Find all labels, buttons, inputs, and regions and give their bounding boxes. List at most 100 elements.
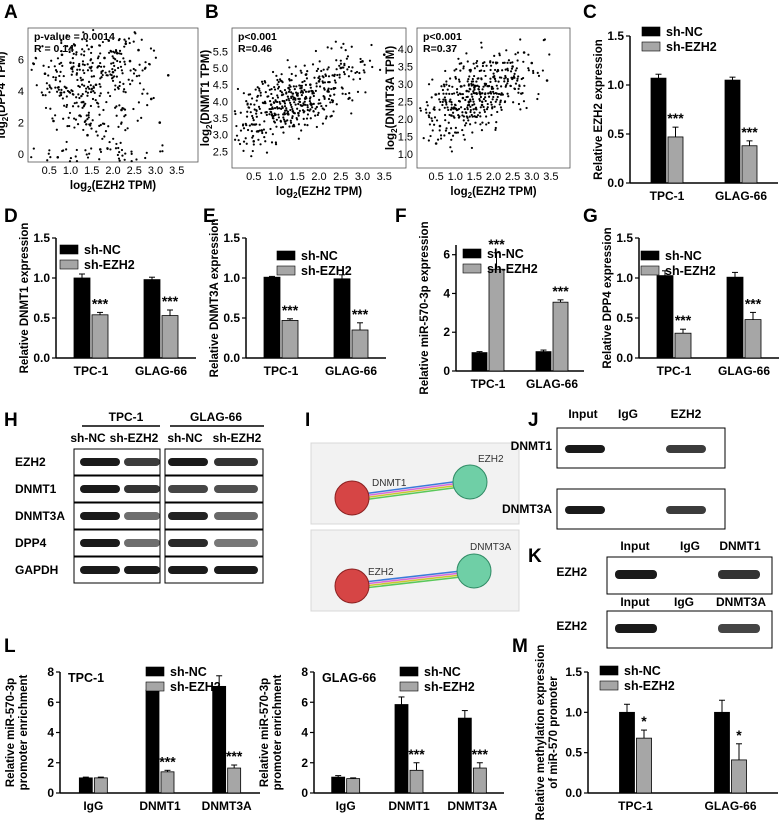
scatter-point <box>516 79 519 82</box>
scatter-point <box>128 59 132 63</box>
scatter-point <box>419 109 422 112</box>
scatter-point <box>71 70 74 73</box>
bar-sh-nc <box>471 352 488 372</box>
scatter-point <box>47 152 50 155</box>
scatter-point <box>72 52 75 55</box>
blot-col-label: IgG <box>674 595 694 609</box>
scatter-point <box>65 105 68 108</box>
scatter-point <box>435 119 439 122</box>
scatter-point <box>271 115 274 118</box>
scatter-point <box>133 31 136 34</box>
scatter-point <box>255 123 258 126</box>
significance-label: *** <box>675 312 692 328</box>
scatter-point <box>149 47 153 50</box>
panel-label-c: C <box>583 2 597 23</box>
scatter-point <box>494 128 497 132</box>
scatter-point <box>487 84 491 88</box>
scatter-point <box>68 124 71 128</box>
scatter-point <box>84 149 87 152</box>
scatter-point <box>311 92 314 95</box>
scatter-point <box>509 70 513 73</box>
scatter-point <box>496 110 499 114</box>
scatter-point <box>65 103 69 107</box>
scatter-point <box>438 129 441 132</box>
scatter-point <box>68 160 72 163</box>
scatter-point <box>303 100 306 103</box>
y-tick-label: 2.0 <box>398 114 413 126</box>
scatter-point <box>305 77 309 80</box>
x-tick-label: 1.0 <box>268 171 283 183</box>
scatter-point <box>318 60 321 63</box>
y-tick-label: 6 <box>47 695 54 709</box>
scatter-point <box>54 114 57 117</box>
x-tick-label: TPC-1 <box>657 364 692 378</box>
scatter-point <box>432 123 436 126</box>
blot-row-label: DNMT1 <box>15 482 57 496</box>
scatter-point <box>286 59 289 62</box>
bar-sh-ezh2 <box>552 301 569 372</box>
scatter-point <box>489 77 492 80</box>
scatter-point <box>250 155 253 158</box>
scatter-point <box>90 88 93 91</box>
scatter-point <box>95 101 99 104</box>
blot-row-label: DNMT3A <box>502 502 552 516</box>
x-tick-label: 2.0 <box>486 171 501 183</box>
x-tick-label: GLAG-66 <box>704 799 756 813</box>
scatter-point <box>80 79 83 82</box>
scatter-point <box>251 149 254 153</box>
scatter-point <box>146 103 149 107</box>
scatter-point <box>441 100 444 104</box>
scatter-point <box>77 84 80 88</box>
scatter-point <box>347 97 350 101</box>
scatter-point <box>475 92 478 95</box>
plot-frame <box>231 27 407 169</box>
scatter-point <box>117 87 120 90</box>
scatter-point <box>90 127 93 130</box>
y-tick-label: 4 <box>443 286 450 300</box>
scatter-chart-ezh2-dpp4: 0.5 1.0 1.5 2.0 2.5 3.0 3.5 0 2 4 6 p-value = 0.001… <box>0 27 199 194</box>
scatter-point <box>112 50 115 53</box>
panel-label-h: H <box>4 410 18 431</box>
scatter-point <box>88 87 91 90</box>
scatter-point <box>276 78 279 82</box>
scatter-point <box>541 69 544 72</box>
scatter-point <box>273 112 276 115</box>
scatter-point <box>507 95 510 98</box>
significance-label: *** <box>162 293 179 309</box>
scatter-point <box>305 117 309 120</box>
scatter-point <box>512 101 515 104</box>
scatter-point <box>269 107 273 111</box>
scatter-point <box>99 77 102 80</box>
scatter-point <box>76 68 79 71</box>
scatter-point <box>312 102 315 105</box>
scatter-point <box>466 80 469 83</box>
legend-swatch <box>399 681 419 692</box>
scatter-point <box>281 126 285 129</box>
scatter-point <box>297 137 300 140</box>
scatter-point <box>122 107 125 110</box>
scatter-point <box>509 84 512 88</box>
y-tick-label: 2 <box>18 118 24 130</box>
scatter-point <box>51 117 54 120</box>
scatter-point <box>327 88 330 92</box>
y-tick-label: 4 <box>47 726 54 740</box>
scatter-point <box>479 123 482 126</box>
scatter-point <box>263 80 266 83</box>
scatter-point <box>478 98 481 101</box>
scatter-point <box>442 83 446 86</box>
blot-band <box>615 624 657 633</box>
scatter-point <box>312 94 315 98</box>
y-tick-label: 8 <box>301 665 308 679</box>
scatter-point <box>102 108 105 112</box>
bar-sh-ezh2 <box>227 767 242 794</box>
x-tick-label: DNMT3A <box>202 799 252 813</box>
scatter-point <box>449 108 453 111</box>
scatter-point <box>287 90 291 93</box>
bar-sh-nc <box>726 276 744 359</box>
scatter-point <box>465 122 468 125</box>
x-tick-label: 1.5 <box>84 165 99 177</box>
scatter-point <box>304 95 308 98</box>
blot-band <box>718 624 760 633</box>
x-tick-label: DNMT3A <box>447 799 497 813</box>
